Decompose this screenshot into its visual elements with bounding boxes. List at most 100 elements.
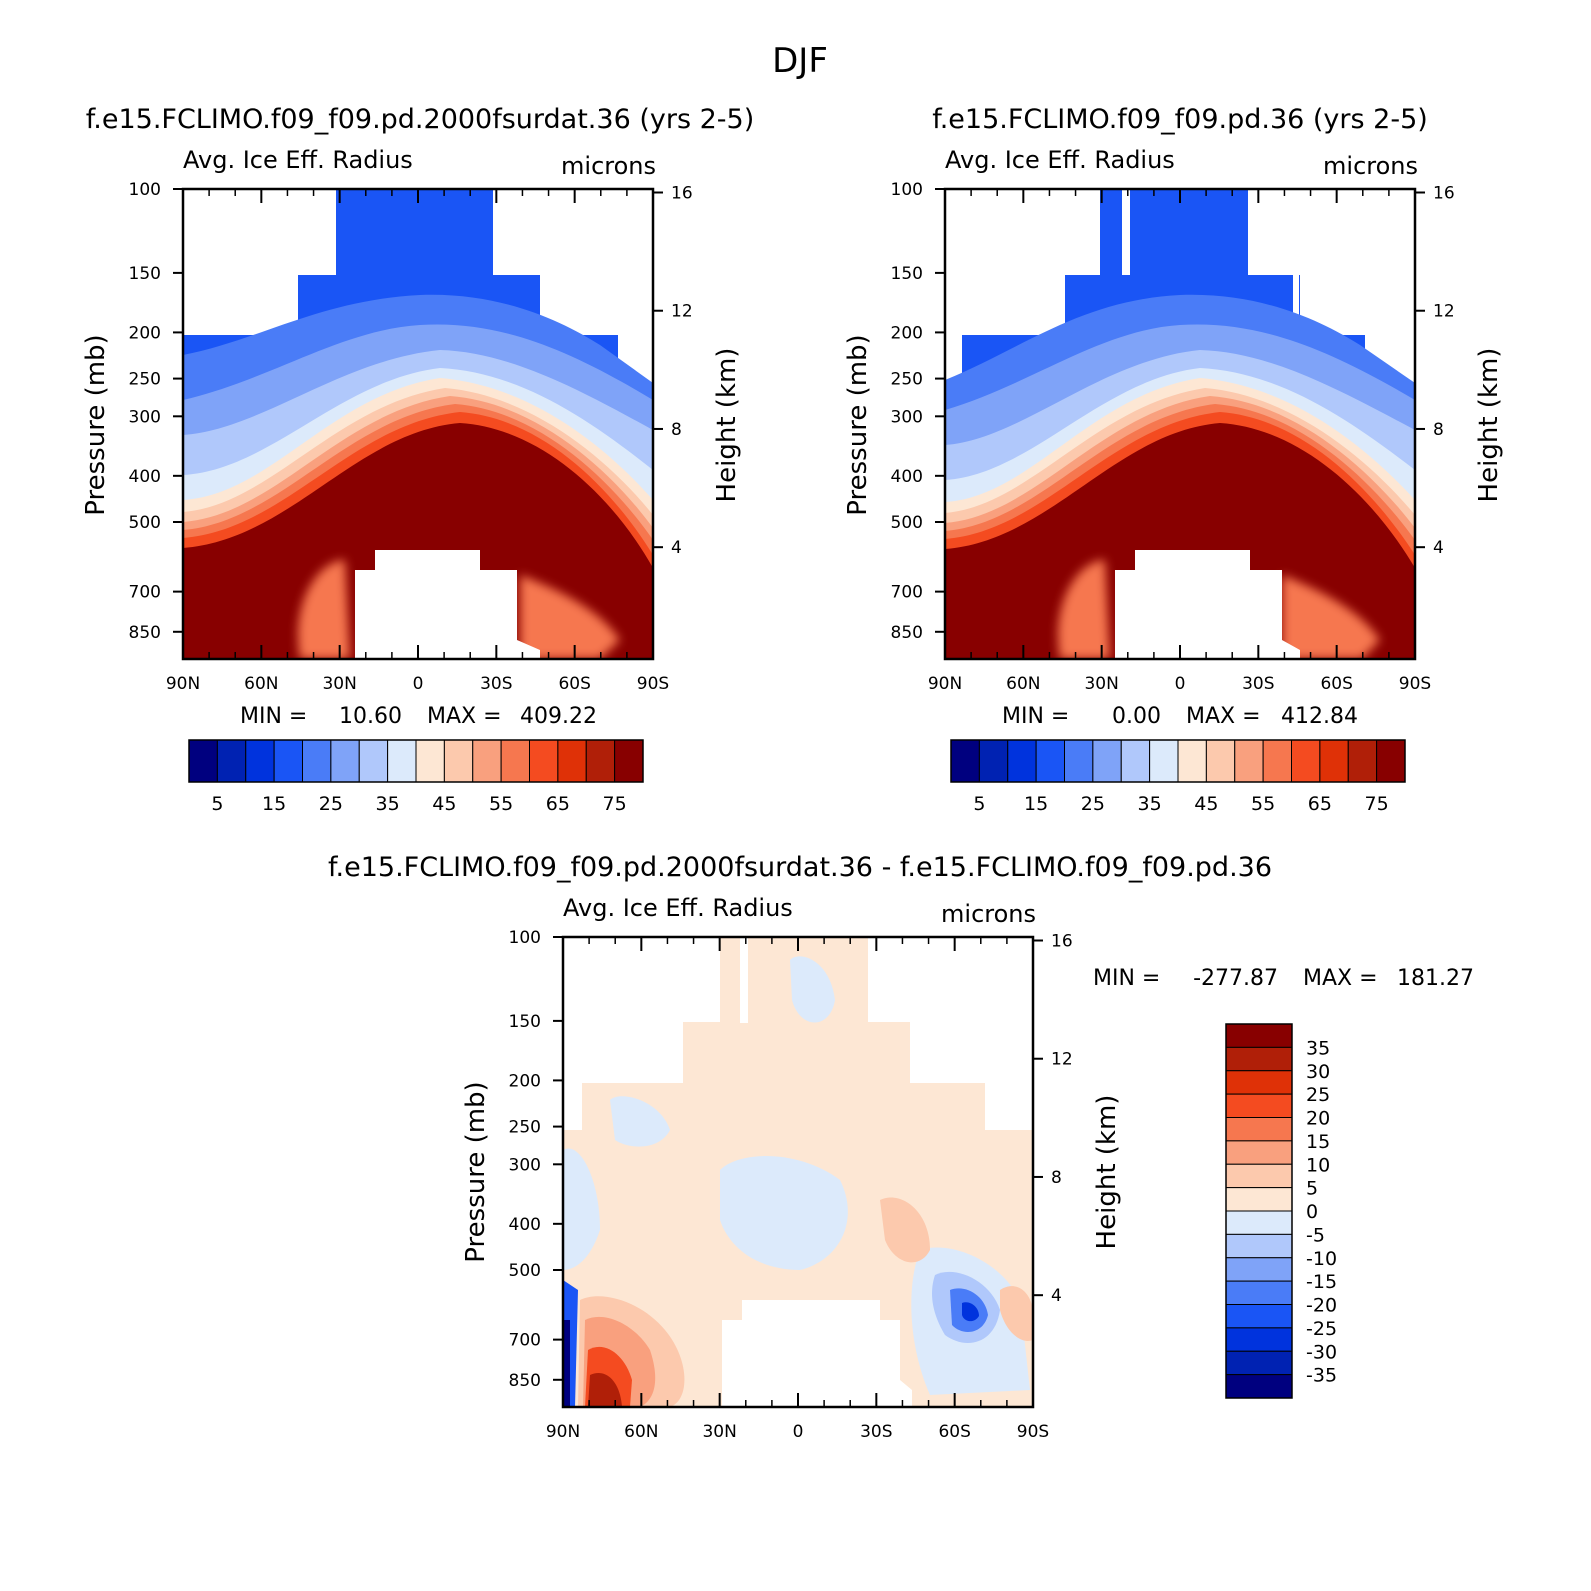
max-label: MAX = [1303,966,1378,991]
y-tick-label: 500 [891,513,923,533]
ground-mask [355,550,540,659]
colorbar-label: 75 [1365,793,1389,815]
x-tick-label: 30N [322,674,356,694]
colorbar-swatch [557,739,587,783]
colorbar-swatch [585,739,616,783]
colorbar-swatch [1225,1117,1293,1142]
colorbar-swatch [978,739,1009,783]
height-axis: 16 12 8 4 [1033,931,1073,1306]
colorbar-swatch [415,739,445,783]
x-tick-label: 90S [1017,1422,1049,1442]
x-axis: 90N 60N 30N 0 30S 60S 90S [546,937,1049,1442]
min-label: MIN = [240,704,307,729]
colorbar-label: 25 [319,793,343,815]
x-tick-label: 90N [928,674,962,694]
colorbar-label: 35 [1306,1037,1330,1059]
colorbar-swatch [216,739,247,783]
x-tick-label: 0 [793,1422,804,1442]
colorbar-swatch [1007,739,1037,783]
right-axis-label: Height (km) [712,348,742,503]
max-label: MAX = [1186,704,1261,729]
colorbar-swatch [529,739,559,783]
max-value: 409.22 [520,704,597,729]
x-tick-label: 60S [558,674,590,694]
colorbar-swatch [1064,739,1094,783]
colorbar-swatch [1035,739,1065,783]
min-value: 0.00 [1112,704,1161,729]
ground-mask [1115,550,1300,659]
x-tick-label: 60S [1320,674,1352,694]
colorbar-label: 75 [603,793,627,815]
colorbar-swatch [614,739,644,783]
colorbar-label: 15 [1306,1131,1330,1153]
colorbar-label: 45 [1194,793,1218,815]
height-tick-label: 8 [1433,420,1444,440]
y-axis-label: Pressure (mb) [461,1081,491,1262]
contour-field [945,189,1415,659]
colorbar-label: -30 [1306,1341,1337,1363]
colorbar-swatch [1376,739,1406,783]
ground-mask [722,1300,912,1407]
colorbar-swatch [1149,739,1179,783]
colorbar-swatch [1225,1257,1293,1282]
figure-title: DJF [772,41,828,81]
y-tick-label: 250 [891,370,923,390]
panel-case1: f.e15.FCLIMO.f09_f09.pd.2000fsurdat.36 (… [81,104,754,815]
y-tick-label: 250 [129,370,161,390]
colorbar-label: 45 [432,793,456,815]
colorbar-swatch [358,739,389,783]
colorbar-swatch [387,739,417,783]
colorbar: 5 15 25 35 45 55 65 75 [950,739,1406,815]
y-tick-label: 150 [129,264,161,284]
height-tick-label: 4 [671,538,682,558]
colorbar-swatch [1225,1280,1293,1305]
y-tick-label: 500 [509,1261,541,1281]
min-label: MIN = [1002,704,1069,729]
colorbar-label: 25 [1306,1084,1330,1106]
units-label: microns [1323,152,1418,180]
colorbar-label: 5 [211,793,223,815]
colorbar-swatch [1225,1140,1293,1165]
x-tick-label: 90S [1399,674,1431,694]
y-tick-label: 400 [509,1215,541,1235]
y-tick-label: 150 [891,264,923,284]
panel-title: f.e15.FCLIMO.f09_f09.pd.2000fsurdat.36 -… [328,852,1272,883]
y-tick-label: 300 [891,407,923,427]
min-label: MIN = [1093,966,1160,991]
colorbar-label: 35 [376,793,400,815]
x-tick-label: 30S [860,1422,892,1442]
x-tick-label: 0 [1175,674,1186,694]
negative-patch [563,1320,570,1407]
y-tick-label: 850 [509,1371,541,1391]
colorbar-label: 30 [1306,1061,1330,1083]
colorbar-swatch [472,739,502,783]
colorbar-label: 55 [489,793,513,815]
height-tick-label: 16 [1051,931,1073,951]
near-surface-orange [1058,560,1380,659]
height-tick-label: 16 [671,183,693,203]
colorbar-swatch [1225,1187,1293,1212]
x-axis: 90N 60N 30N 0 30S 60S 90S [166,189,669,694]
colorbar-label: 25 [1081,793,1105,815]
colorbar-swatch [500,739,530,783]
height-tick-label: 8 [671,420,682,440]
max-label: MAX = [427,704,502,729]
y-tick-label: 100 [509,928,541,948]
colorbar-label: -35 [1306,1365,1337,1387]
height-tick-label: 4 [1433,538,1444,558]
y-axis-label: Pressure (mb) [843,334,873,515]
units-label: microns [561,152,656,180]
y-tick-label: 300 [509,1155,541,1175]
colorbar-label: -10 [1306,1248,1337,1270]
y-tick-label: 200 [509,1071,541,1091]
colorbar-swatch [1319,739,1349,783]
colorbar-swatch [1225,1210,1293,1235]
y-tick-label: 850 [891,623,923,643]
colorbar-swatch [1291,739,1321,783]
colorbar: 5 15 25 35 45 55 65 75 [188,739,644,815]
y-axis: 100 150 200 250 300 400 500 700 850 [129,180,183,643]
max-value: 412.84 [1281,704,1358,729]
panel-title: f.e15.FCLIMO.f09_f09.pd.2000fsurdat.36 (… [86,104,754,135]
y-tick-label: 850 [129,623,161,643]
